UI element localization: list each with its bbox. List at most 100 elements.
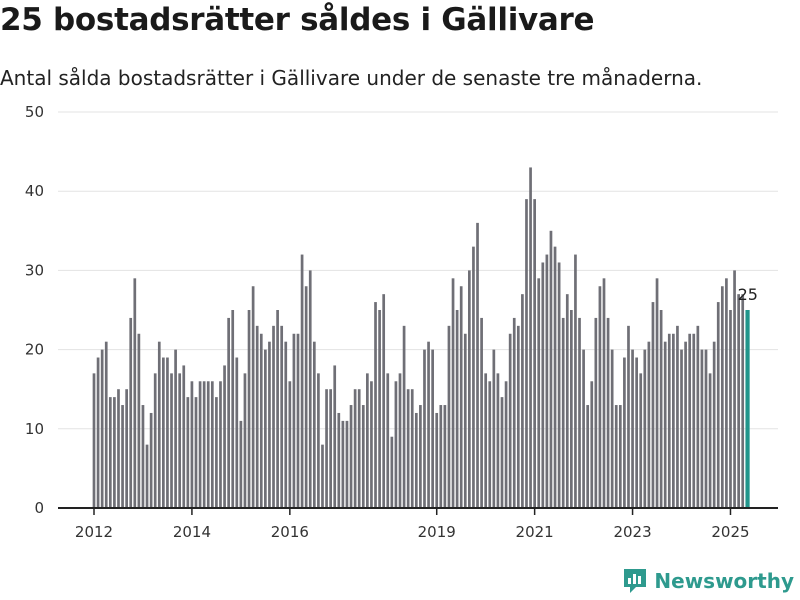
bar xyxy=(357,389,361,508)
bar xyxy=(243,373,247,508)
y-tick-label: 30 xyxy=(25,261,44,279)
bar xyxy=(688,333,692,508)
bar xyxy=(725,278,728,508)
bar xyxy=(174,349,177,508)
bar xyxy=(280,325,284,508)
bar xyxy=(170,373,173,508)
bar xyxy=(157,341,161,508)
bar xyxy=(414,412,418,508)
bar xyxy=(635,357,638,508)
bar xyxy=(198,381,202,508)
bar xyxy=(480,317,483,508)
bar xyxy=(149,412,153,508)
bar xyxy=(500,397,504,508)
x-tick-label: 2014 xyxy=(173,523,211,541)
bar xyxy=(427,341,430,508)
bar xyxy=(239,420,243,508)
bar xyxy=(353,389,357,508)
chart-title: 25 bostadsrätter såldes i Gällivare xyxy=(0,2,595,38)
y-tick-label: 20 xyxy=(25,341,44,359)
bar xyxy=(374,302,377,508)
y-tick-label: 10 xyxy=(25,420,44,438)
bar xyxy=(194,397,198,508)
bar xyxy=(594,317,598,508)
x-tick-label: 2016 xyxy=(271,523,309,541)
data-label: 25 xyxy=(738,285,758,304)
bar xyxy=(447,325,451,508)
bar xyxy=(484,373,488,508)
bar xyxy=(145,444,149,508)
bar xyxy=(288,381,292,508)
bar xyxy=(570,310,573,508)
bar xyxy=(680,349,683,508)
bar xyxy=(129,317,133,508)
bar xyxy=(378,310,381,508)
bar xyxy=(557,262,561,508)
y-tick-label: 50 xyxy=(25,103,44,121)
x-tick-label: 2021 xyxy=(516,523,554,541)
bar xyxy=(390,436,394,508)
bar xyxy=(541,262,545,508)
bar xyxy=(398,373,402,508)
bar xyxy=(610,349,614,508)
bar xyxy=(521,294,524,508)
bar xyxy=(647,341,651,508)
bar xyxy=(733,270,736,508)
bar xyxy=(545,254,549,508)
bar xyxy=(162,357,165,508)
bar xyxy=(361,405,365,508)
bar xyxy=(659,310,663,508)
bar xyxy=(549,230,553,509)
bar xyxy=(582,349,585,508)
bar xyxy=(700,349,704,508)
bar xyxy=(341,420,345,508)
bar xyxy=(317,373,320,508)
bar xyxy=(304,286,308,508)
bar xyxy=(402,325,406,508)
brand-name: Newsworthy xyxy=(654,569,794,593)
bar xyxy=(439,405,443,508)
bar xyxy=(125,389,128,508)
x-tick-label: 2023 xyxy=(613,523,651,541)
bar xyxy=(100,349,104,508)
bar xyxy=(137,333,141,508)
bar xyxy=(463,333,467,508)
bar xyxy=(525,199,528,508)
x-tick-label: 2012 xyxy=(75,523,113,541)
bar xyxy=(492,349,496,508)
bar xyxy=(227,317,230,508)
bar xyxy=(455,310,459,508)
bar xyxy=(153,373,157,508)
bar xyxy=(247,310,251,508)
bar xyxy=(141,405,145,508)
bar xyxy=(651,302,655,508)
bar xyxy=(712,341,716,508)
bar xyxy=(476,222,479,508)
y-tick-label: 40 xyxy=(25,182,44,200)
bar xyxy=(178,373,182,508)
bar xyxy=(121,405,124,508)
bar xyxy=(459,286,463,508)
bar xyxy=(108,397,112,508)
bar xyxy=(259,333,263,508)
bar xyxy=(602,278,606,508)
bar xyxy=(696,325,700,508)
bar xyxy=(663,341,667,508)
x-tick-label: 2025 xyxy=(711,523,749,541)
bar xyxy=(235,357,239,508)
bar xyxy=(435,412,439,508)
bar xyxy=(508,333,512,508)
bar xyxy=(708,373,712,508)
bar xyxy=(618,405,622,508)
bar xyxy=(166,357,169,508)
bar xyxy=(386,373,390,508)
bar xyxy=(308,270,312,508)
bar xyxy=(468,270,471,508)
bar xyxy=(382,294,386,508)
bar xyxy=(325,389,328,508)
bar xyxy=(729,310,732,508)
bar xyxy=(561,317,565,508)
bar xyxy=(133,278,137,508)
bar xyxy=(406,389,410,508)
